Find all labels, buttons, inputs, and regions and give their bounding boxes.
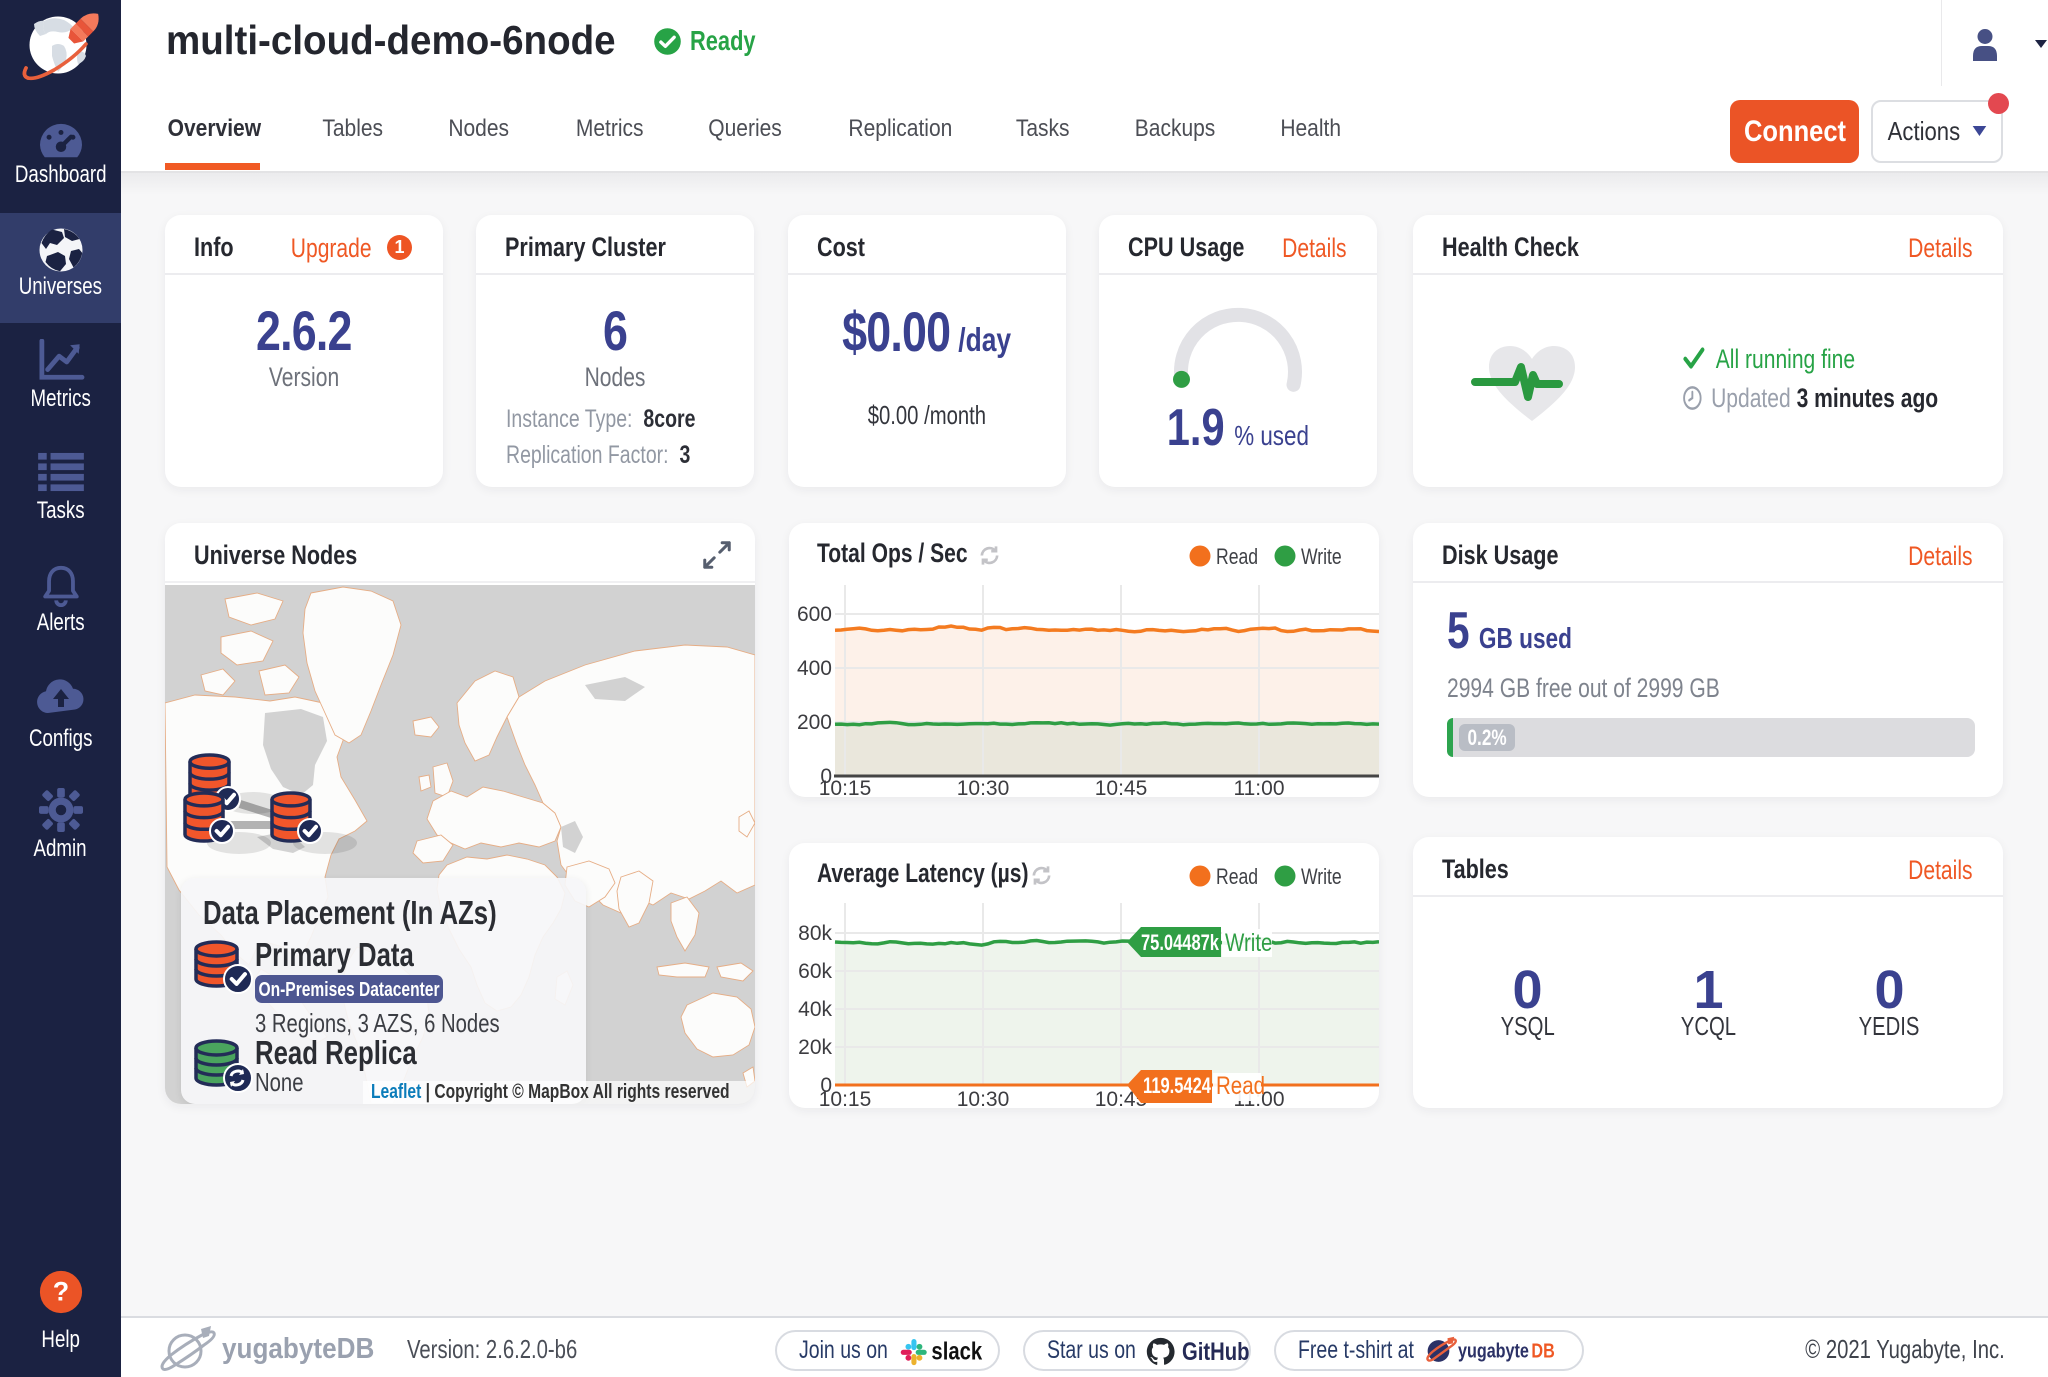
- svg-text:0: 0: [820, 1074, 832, 1097]
- svg-text:200: 200: [797, 711, 832, 734]
- svg-text:40k: 40k: [798, 998, 832, 1021]
- svg-text:600: 600: [797, 603, 832, 626]
- svg-text:Write: Write: [1225, 928, 1272, 956]
- svg-text:10:30: 10:30: [957, 777, 1010, 797]
- svg-text:60k: 60k: [798, 960, 832, 983]
- svg-text:10:30: 10:30: [957, 1088, 1010, 1108]
- svg-text:slack: slack: [931, 1337, 982, 1364]
- svg-text:0: 0: [820, 765, 832, 788]
- svg-text:80k: 80k: [798, 922, 832, 945]
- svg-text:10:15: 10:15: [819, 777, 872, 797]
- svg-text:20k: 20k: [798, 1036, 832, 1059]
- svg-text:10:15: 10:15: [819, 1088, 872, 1108]
- svg-text:GitHub: GitHub: [1182, 1337, 1249, 1364]
- svg-text:75.04487k: 75.04487k: [1141, 931, 1219, 956]
- svg-text:DB: DB: [1531, 1338, 1554, 1361]
- svg-text:400: 400: [797, 657, 832, 680]
- svg-text:Read: Read: [1216, 1071, 1265, 1099]
- svg-text:119.5424: 119.5424: [1143, 1074, 1211, 1099]
- svg-text:10:45: 10:45: [1095, 777, 1148, 797]
- svg-text:11:00: 11:00: [1234, 777, 1285, 797]
- svg-text:?: ?: [52, 1277, 68, 1307]
- svg-text:On-Premises Datacenter: On-Premises Datacenter: [258, 978, 439, 1000]
- svg-text:yugabyte: yugabyte: [1458, 1338, 1529, 1361]
